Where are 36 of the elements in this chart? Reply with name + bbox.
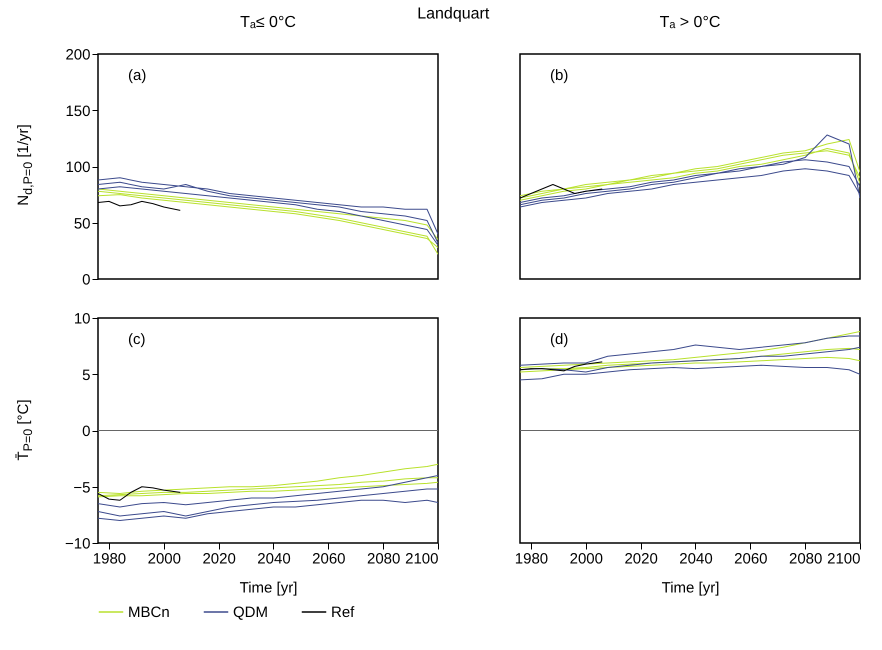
y-tick-label: 150 (65, 102, 90, 120)
y-tick-label: 10 (74, 310, 90, 328)
y-tick-label: 100 (65, 159, 90, 176)
x-tick-label: 1980 (514, 550, 548, 568)
chart-subtitle: Tₐ≤ 0°C (240, 14, 296, 31)
x-tick-label: 2100 (827, 550, 860, 568)
x-tick-label: 2060 (312, 550, 346, 568)
y-tick-label: 50 (74, 215, 90, 232)
x-tick-label: 1980 (92, 550, 126, 568)
annotation: (b) (550, 67, 568, 84)
x-tick-label: 2000 (148, 550, 181, 568)
x-tick-label: 2020 (624, 550, 658, 568)
annotation: (c) (128, 331, 146, 348)
x-tick-label: 2020 (202, 550, 236, 568)
y-tick-label: −10 (65, 536, 90, 552)
chart-title: Landquart (417, 5, 490, 22)
y-tick-label: −5 (73, 479, 90, 496)
y-tick-label: 200 (65, 46, 90, 64)
x-tick-label: 2080 (366, 550, 400, 568)
annotation: (a) (128, 67, 146, 84)
y-tick-label: 5 (82, 366, 90, 384)
x-axis-title: Time [yr] (240, 580, 298, 596)
x-tick-label: 2040 (257, 550, 291, 568)
y-tick-label: 0 (82, 272, 90, 288)
y-tick-label: 0 (82, 423, 90, 440)
annotation: (d) (550, 331, 568, 348)
chart-subtitle: Tₐ > 0°C (660, 14, 720, 31)
legend-label: QDM (233, 604, 268, 621)
x-axis-title: Time [yr] (662, 580, 720, 596)
legend-label: Ref (331, 604, 356, 621)
x-tick-label: 2060 (734, 550, 768, 568)
x-tick-label: 2100 (405, 550, 438, 568)
x-tick-label: 2040 (679, 550, 713, 568)
x-tick-label: 2080 (788, 550, 822, 568)
x-tick-label: 2000 (570, 550, 603, 568)
legend-label: MBCn (128, 604, 170, 621)
